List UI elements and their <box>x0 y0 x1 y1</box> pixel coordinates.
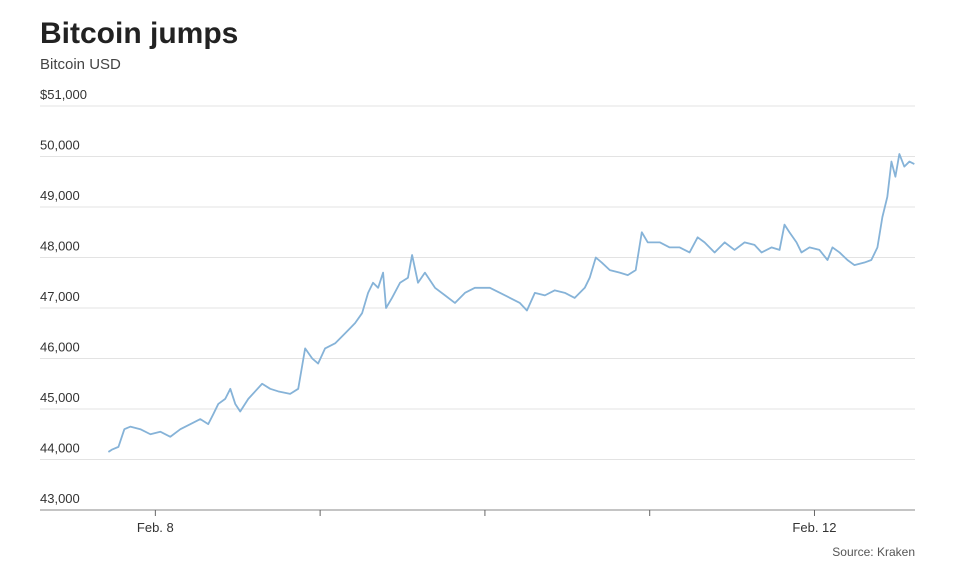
x-tick-label: Feb. 12 <box>792 520 836 535</box>
source: Source: Kraken <box>832 545 915 559</box>
y-tick-label: 50,000 <box>40 138 80 153</box>
y-tick-label: 45,000 <box>40 390 80 405</box>
y-tick-label: $51,000 <box>40 87 87 102</box>
chart-subtitle: Bitcoin USD <box>40 56 121 73</box>
x-tick-label: Feb. 8 <box>137 520 174 535</box>
y-tick-label: 44,000 <box>40 441 80 456</box>
y-tick-label: 49,000 <box>40 188 80 203</box>
chart-title: Bitcoin jumps <box>40 17 238 50</box>
y-tick-label: 43,000 <box>40 491 80 506</box>
y-tick-label: 48,000 <box>40 239 80 254</box>
line <box>107 153 915 453</box>
y-tick-label: 46,000 <box>40 340 80 355</box>
y-tick-label: 47,000 <box>40 289 80 304</box>
